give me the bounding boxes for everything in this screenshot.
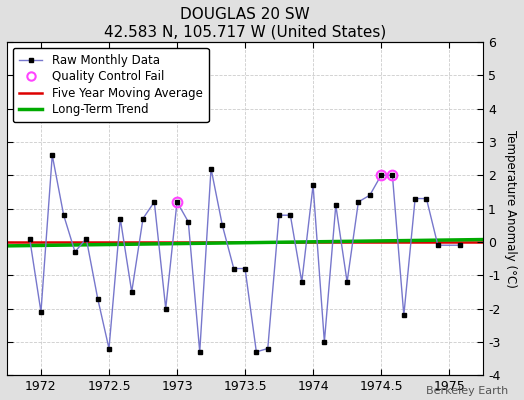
Title: DOUGLAS 20 SW
42.583 N, 105.717 W (United States): DOUGLAS 20 SW 42.583 N, 105.717 W (Unite… [104,7,386,39]
Text: Berkeley Earth: Berkeley Earth [426,386,508,396]
Legend: Raw Monthly Data, Quality Control Fail, Five Year Moving Average, Long-Term Tren: Raw Monthly Data, Quality Control Fail, … [13,48,209,122]
Y-axis label: Temperature Anomaly (°C): Temperature Anomaly (°C) [504,130,517,288]
